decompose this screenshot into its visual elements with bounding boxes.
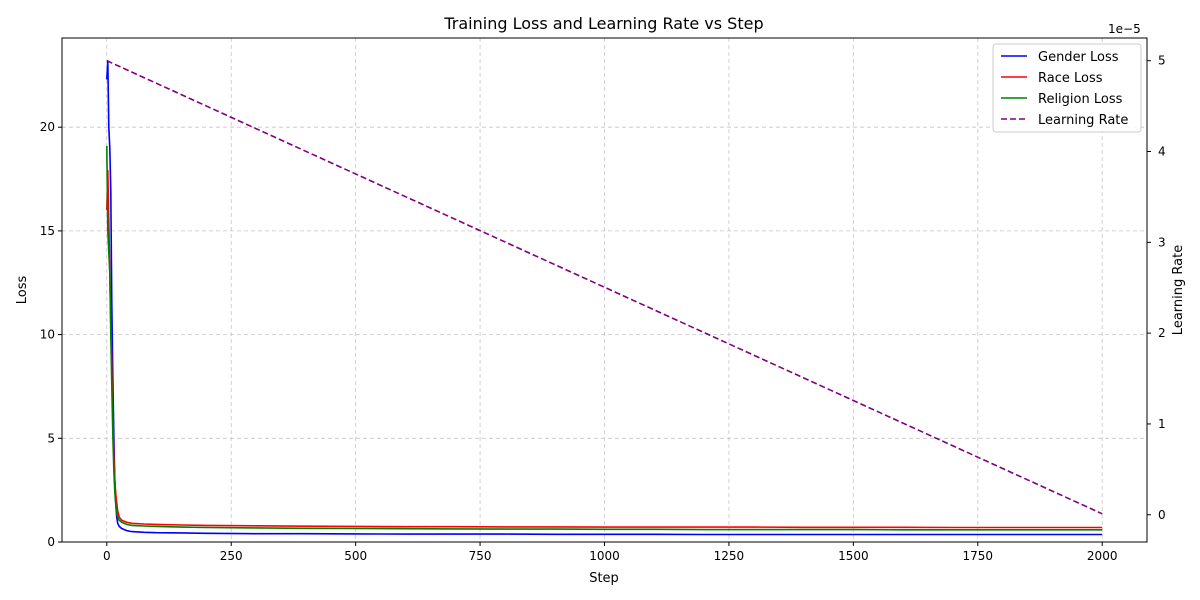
y-tick-label: 15 — [40, 224, 55, 238]
y2-axis-scale-label: 1e−5 — [1108, 22, 1141, 36]
chart-title: Training Loss and Learning Rate vs Step — [443, 14, 763, 33]
y2-tick-label: 4 — [1158, 145, 1166, 159]
y-tick-label: 0 — [47, 535, 55, 549]
plot-area — [106, 59, 1103, 536]
legend-box — [992, 43, 1142, 133]
y-tick-label: 10 — [40, 328, 55, 342]
x-tick-label: 1750 — [963, 549, 994, 563]
y2-axis-label: Learning Rate — [1171, 245, 1186, 335]
x-tick-label: 2000 — [1087, 549, 1118, 563]
legend-label: Gender Loss — [1038, 50, 1119, 65]
x-tick-label: 250 — [220, 549, 243, 563]
series-line-2 — [106, 145, 1103, 531]
x-tick-label: 1250 — [714, 549, 745, 563]
y-axis-right: 0 1 2 3 4 5 — [1147, 54, 1166, 522]
x-axis-label: Step — [589, 571, 619, 586]
x-tick-label: 1000 — [589, 549, 620, 563]
y-axis-label: Loss — [15, 276, 30, 305]
legend: Gender Loss Race Loss Religion Loss Learnin… — [992, 43, 1142, 133]
y2-tick-label: 0 — [1158, 508, 1166, 522]
x-tick-label: 0 — [103, 549, 111, 563]
x-tick-label: 750 — [469, 549, 492, 563]
y2-tick-label: 5 — [1158, 54, 1166, 68]
y-tick-label: 20 — [40, 120, 55, 134]
legend-label: Learning Rate — [1038, 113, 1128, 128]
series-line-3 — [106, 59, 1103, 515]
y2-tick-label: 1 — [1158, 417, 1166, 431]
y-axis-left: 0 5 10 15 20 — [40, 120, 62, 549]
x-tick-label: 500 — [344, 549, 367, 563]
x-tick-label: 1500 — [838, 549, 869, 563]
y-tick-label: 5 — [47, 431, 55, 445]
x-axis: 0 250 500 750 1000 1250 1500 1750 2000 — [103, 542, 1118, 563]
legend-label: Religion Loss — [1038, 92, 1123, 107]
y2-tick-label: 2 — [1158, 326, 1166, 340]
y2-tick-label: 3 — [1158, 235, 1166, 249]
legend-label: Race Loss — [1038, 71, 1103, 86]
